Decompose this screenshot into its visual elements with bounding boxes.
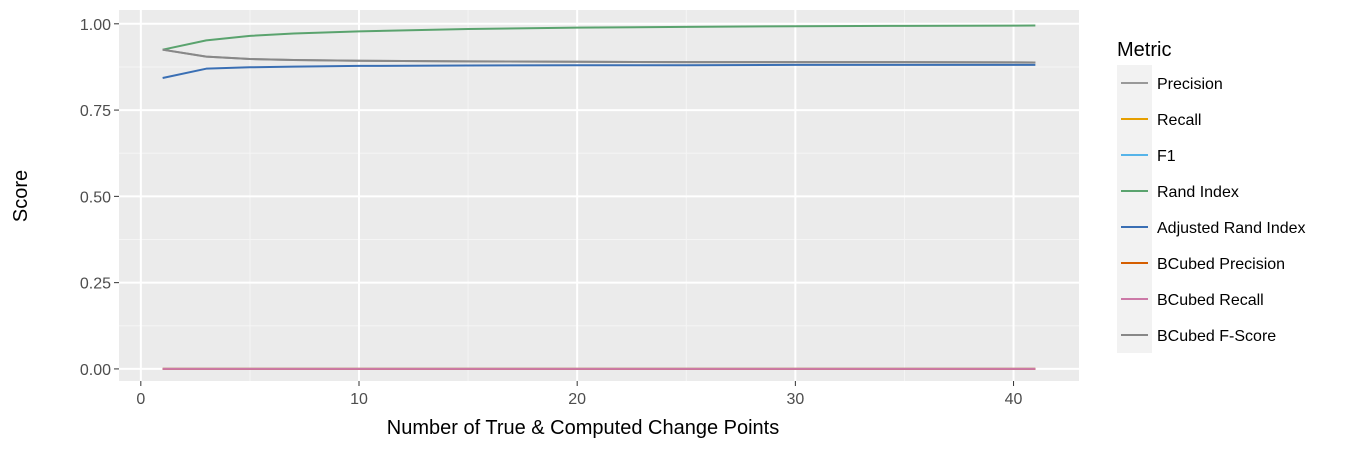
series-line-adjusted-rand-index (162, 63, 1036, 79)
series-line-bcubed-f-score (162, 48, 1036, 64)
x-tick-label: 10 (350, 391, 368, 408)
y-tick-label: 0.75 (80, 103, 111, 120)
legend-label-bcubed-precision: BCubed Precision (1157, 256, 1285, 273)
y-axis: 0.00 0.25 0.50 0.75 1.00 (80, 17, 119, 379)
series-line-rand-index (162, 24, 1036, 51)
legend: Metric Precision Recall F1 Rand Index Adjust… (1117, 39, 1306, 353)
legend-label-adjusted-rand-index: Adjusted Rand Index (1157, 220, 1306, 237)
x-tick-label: 30 (786, 391, 804, 408)
legend-label-f1: F1 (1157, 148, 1176, 165)
y-axis-title: Score (10, 170, 32, 222)
x-tick-label: 20 (568, 391, 586, 408)
x-axis-title: Number of True & Computed Change Points (387, 417, 779, 439)
y-tick-label: 0.00 (80, 362, 111, 379)
x-tick-label: 0 (136, 391, 145, 408)
legend-title: Metric (1117, 39, 1171, 61)
legend-label-bcubed-recall: BCubed Recall (1157, 292, 1264, 309)
series-lines (162, 24, 1036, 370)
y-tick-label: 0.50 (80, 189, 111, 206)
legend-label-recall: Recall (1157, 112, 1201, 129)
y-tick-label: 0.25 (80, 276, 111, 293)
legend-label-precision: Precision (1157, 76, 1223, 93)
legend-label-bcubed-f-score: BCubed F-Score (1157, 328, 1276, 345)
legend-label-rand-index: Rand Index (1157, 184, 1239, 201)
y-tick-label: 1.00 (80, 17, 111, 34)
x-tick-label: 40 (1005, 391, 1023, 408)
x-axis: 0 10 20 30 40 (136, 381, 1023, 408)
